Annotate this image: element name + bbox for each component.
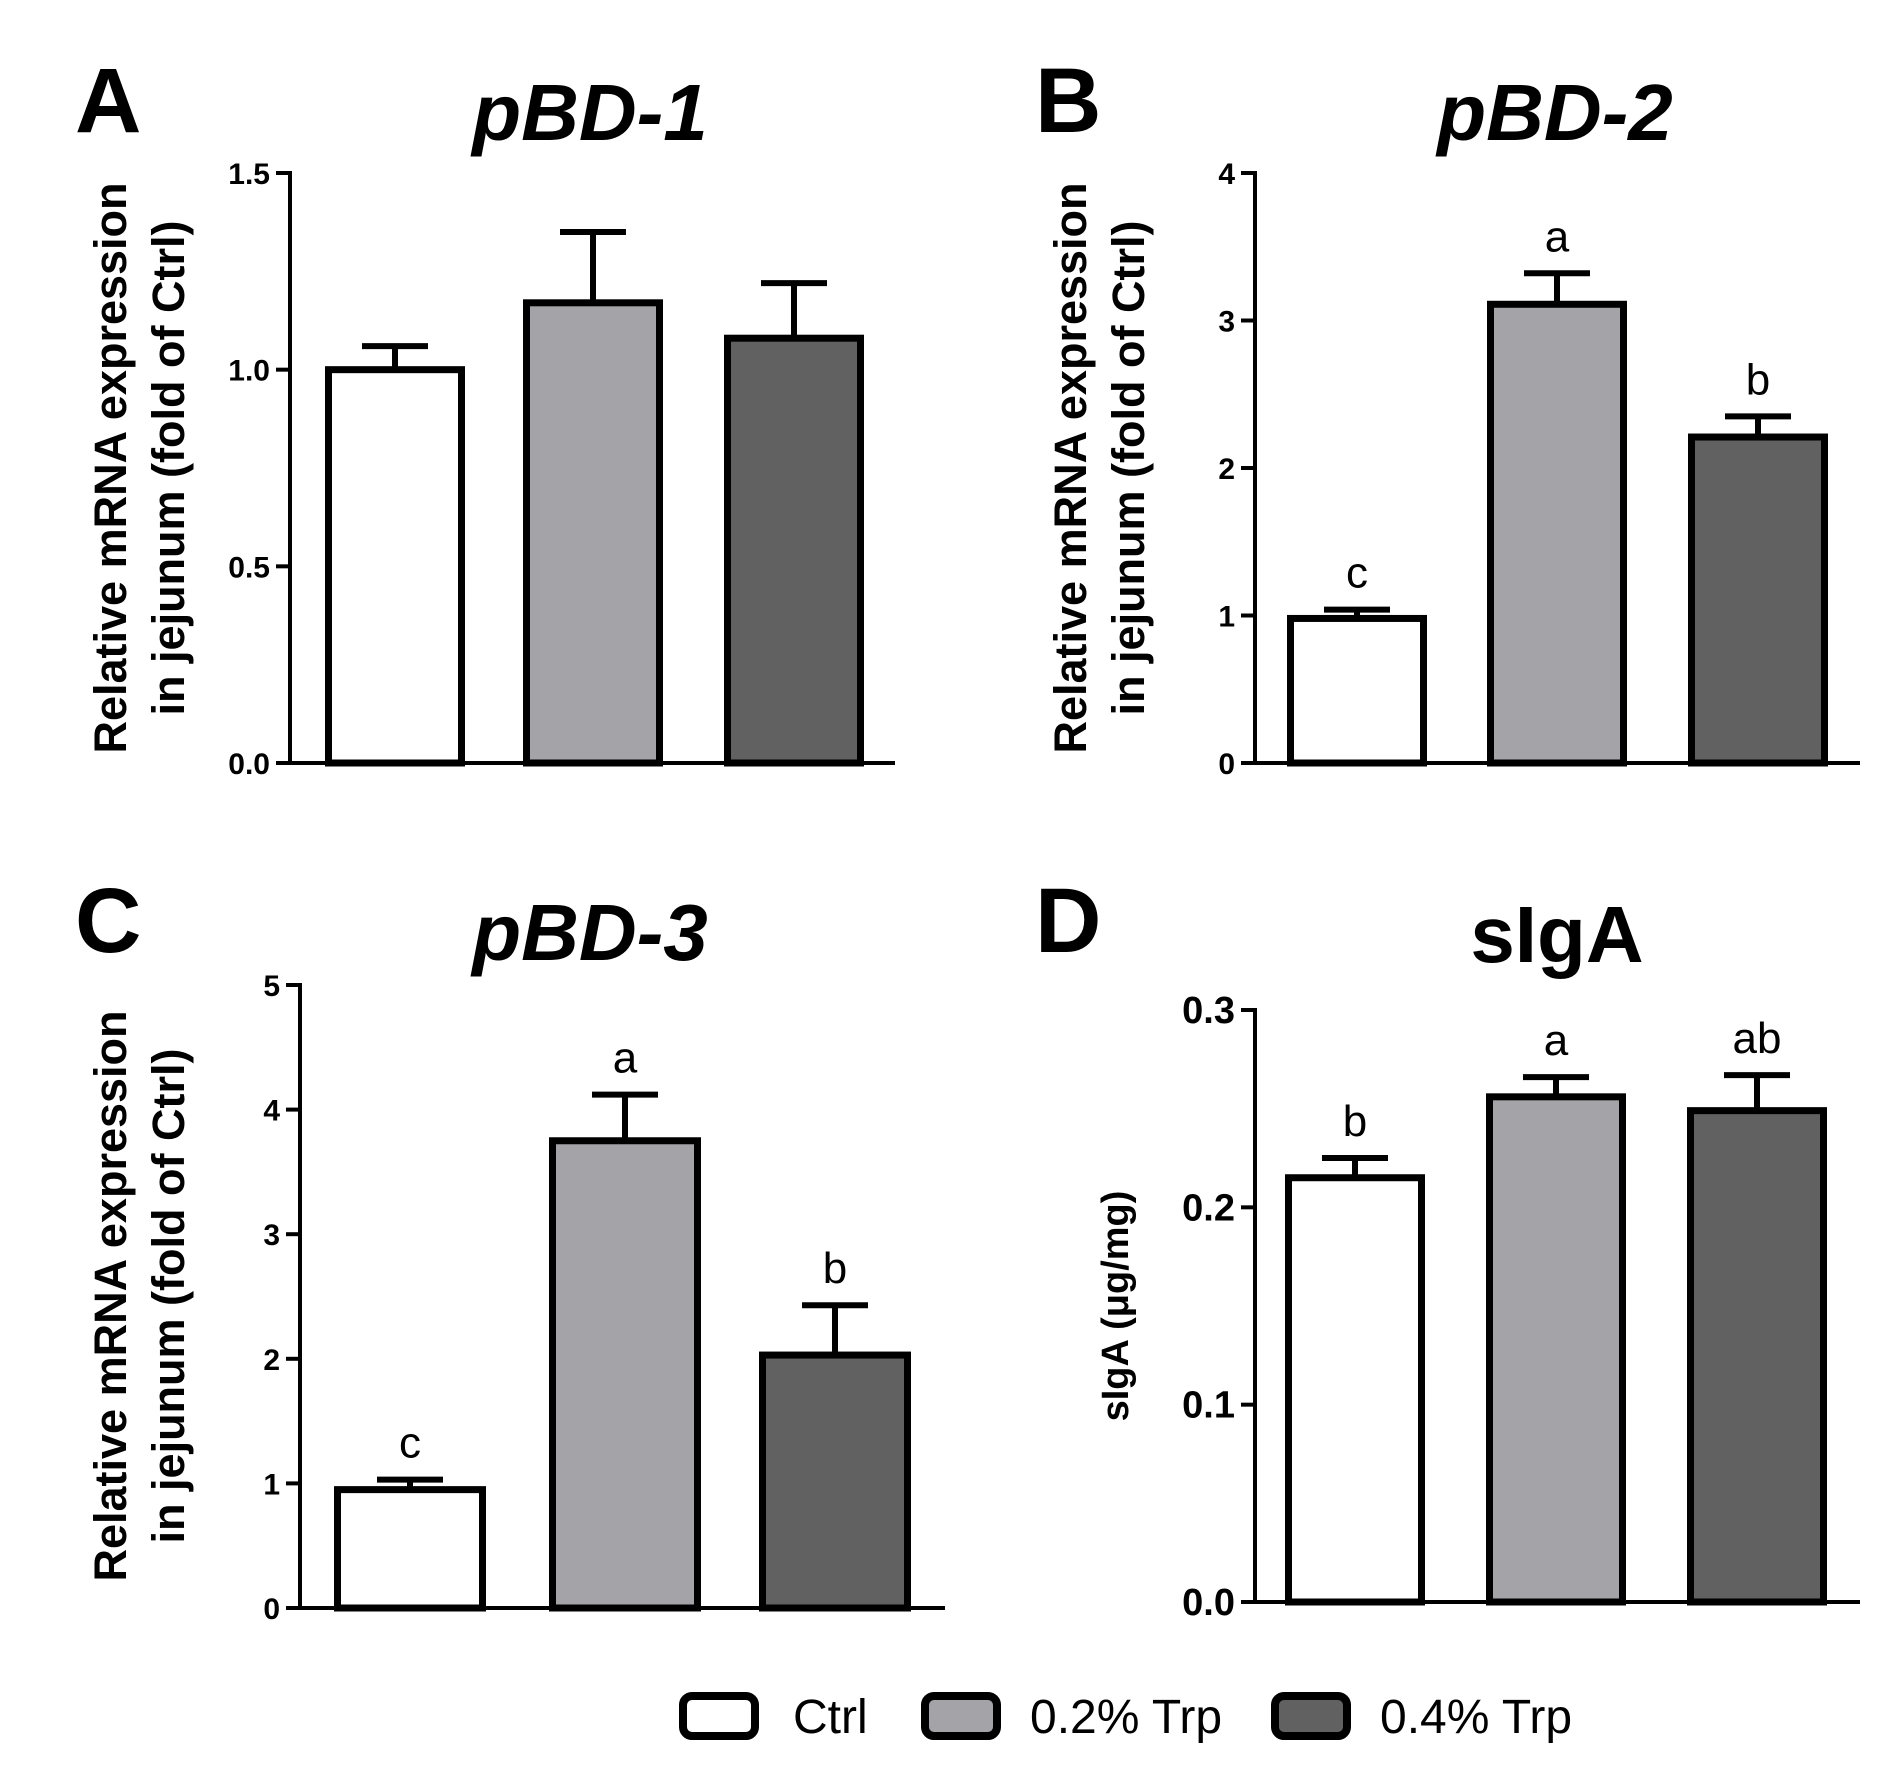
y-tick-label: 1: [1218, 601, 1235, 634]
y-tick-label: 1.5: [228, 158, 270, 191]
panel-letter: B: [1035, 50, 1101, 152]
legend-swatch: [679, 1692, 759, 1740]
bar: [334, 1486, 486, 1612]
y-tick-label: 0.0: [228, 748, 270, 781]
y-axis-label-line: sIgA (μg/mg): [1095, 1191, 1137, 1422]
legend-item: 0.4% Trp: [1271, 1691, 1572, 1744]
y-tick-label: 0.1: [1182, 1385, 1235, 1427]
y-axis-label: Relative mRNA expression in jejunum (fold…: [85, 1010, 194, 1581]
chart-title: pBD-1: [470, 68, 708, 157]
y-tick-label: 2: [263, 1344, 280, 1377]
significance-letter: b: [1343, 1097, 1367, 1146]
panel-letter: C: [75, 870, 141, 972]
y-tick-label: 2: [1218, 453, 1235, 486]
legend-item: 0.2% Trp: [921, 1691, 1222, 1744]
bar: [325, 366, 465, 767]
bar: [759, 1351, 911, 1612]
y-tick-label: 4: [263, 1095, 280, 1128]
significance-letter: b: [823, 1244, 847, 1293]
legend-label: Ctrl: [793, 1691, 868, 1744]
significance-letter: c: [399, 1419, 421, 1468]
bar: [549, 1137, 701, 1612]
significance-letter: ab: [1733, 1014, 1782, 1063]
y-axis-label: Relative mRNA expression in jejunum (fold…: [1045, 182, 1154, 753]
bar: [1287, 614, 1427, 767]
bar: [1486, 1093, 1626, 1606]
y-tick-label: 0.5: [228, 551, 270, 584]
y-axis-label: sIgA (μg/mg): [1095, 1191, 1137, 1422]
significance-letter: a: [613, 1034, 638, 1083]
y-tick-label: 0: [263, 1593, 280, 1626]
y-tick-label: 1: [263, 1468, 280, 1501]
y-tick-label: 3: [263, 1219, 280, 1252]
y-tick-label: 0.0: [1182, 1582, 1235, 1624]
bar: [1688, 433, 1828, 767]
y-tick-label: 3: [1218, 306, 1235, 339]
y-tick-label: 5: [263, 970, 280, 1003]
y-tick-label: 0.3: [1182, 990, 1235, 1032]
legend-item: Ctrl: [679, 1691, 868, 1744]
y-axis-label-line: Relative mRNA expression: [85, 182, 136, 753]
y-axis-label-line: in jejunum (fold of Ctrl): [143, 1049, 194, 1544]
panel-letter: A: [75, 50, 141, 152]
y-tick-label: 0: [1218, 748, 1235, 781]
bar: [523, 299, 663, 767]
y-axis-label-line: in jejunum (fold of Ctrl): [1103, 221, 1154, 716]
significance-letter: b: [1746, 355, 1770, 404]
bar: [1687, 1107, 1827, 1606]
significance-letter: c: [1346, 549, 1368, 598]
legend: Ctrl 0.2% Trp 0.4% Trp: [679, 1691, 1572, 1744]
legend-label: 0.4% Trp: [1380, 1691, 1572, 1744]
y-tick-label: 1.0: [228, 355, 270, 388]
bar: [724, 334, 864, 767]
y-tick-label: 4: [1218, 158, 1235, 191]
bar: [1487, 300, 1627, 767]
chart-title: pBD-3: [470, 888, 708, 977]
bar: [1285, 1174, 1425, 1606]
y-tick-label: 0.2: [1182, 1187, 1235, 1229]
panel-letter: D: [1035, 870, 1101, 972]
significance-letter: a: [1544, 1016, 1569, 1065]
significance-letter: a: [1545, 212, 1570, 261]
legend-swatch: [1271, 1692, 1351, 1740]
chart-title: sIgA: [1470, 890, 1643, 979]
y-axis-label-line: Relative mRNA expression: [1045, 182, 1096, 753]
y-axis-label-line: in jejunum (fold of Ctrl): [143, 221, 194, 716]
legend-swatch: [921, 1692, 1001, 1740]
chart-title: pBD-2: [1435, 68, 1673, 157]
y-axis-label-line: Relative mRNA expression: [85, 1010, 136, 1581]
legend-label: 0.2% Trp: [1030, 1691, 1222, 1744]
y-axis-label: Relative mRNA expression in jejunum (fold…: [85, 182, 194, 753]
